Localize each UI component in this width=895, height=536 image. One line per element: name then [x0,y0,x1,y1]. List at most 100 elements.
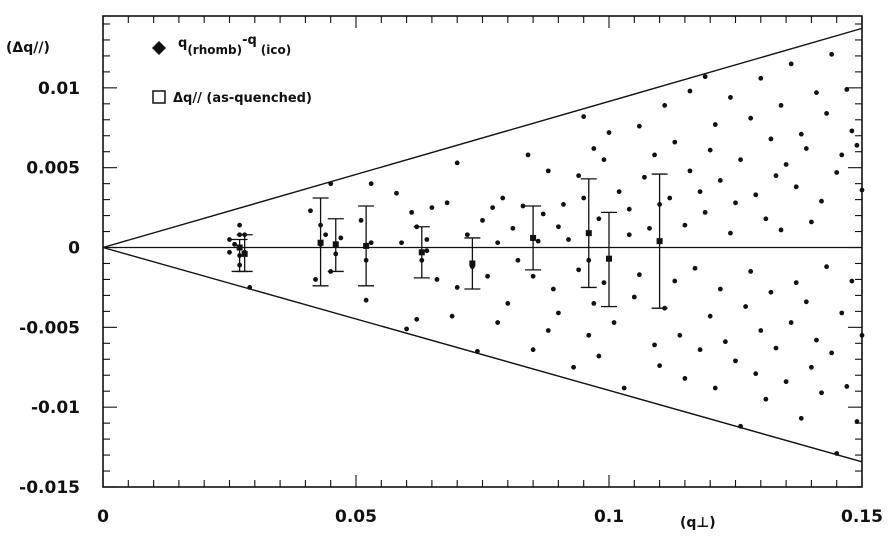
data-point [844,384,850,389]
data-point [490,205,496,210]
data-point [394,190,399,196]
data-point [323,232,329,238]
x-axis-label: (q⊥) [680,515,716,531]
data-point [819,390,824,396]
data-point [702,209,708,215]
data-point [748,115,754,121]
as-quenched-point [317,239,324,246]
data-point [495,240,501,246]
data-point [783,162,789,167]
data-point [227,249,232,255]
data-point [611,320,617,325]
data-point [768,289,774,295]
x-tick-label: 0 [97,507,109,527]
y-axis-label: (Δq//) [6,40,50,56]
data-point [540,211,546,217]
data-point [404,326,409,332]
data-point [601,280,607,286]
data-point [601,157,607,163]
data-point [748,269,754,274]
data-point [636,123,642,129]
data-point [227,237,232,242]
data-point [313,277,318,282]
data-point [682,222,688,228]
x-tick-label: 0.05 [335,507,377,527]
data-point [788,61,794,67]
data-point [606,130,612,135]
data-point [475,348,480,354]
data-point [793,184,799,190]
data-point [712,385,718,391]
legend-square-marker [152,90,166,104]
data-point [697,189,703,195]
data-point [829,350,835,356]
data-point [788,320,794,325]
data-point [778,103,784,108]
as-quenched-point [530,234,537,241]
data-point [571,364,576,370]
data-point [500,195,506,201]
data-point [809,364,814,370]
data-point [682,376,688,381]
y-tick-label: -0.01 [31,398,80,418]
data-point [237,222,243,228]
data-point [849,278,855,284]
data-point [409,209,415,215]
data-point [368,181,374,187]
data-point [728,230,733,236]
as-quenched-point [241,250,248,257]
data-point [652,152,657,158]
data-point [328,181,334,187]
data-point [308,208,313,214]
data-point [591,300,597,306]
data-point [454,160,460,166]
data-point [839,152,845,158]
as-quenched-point [469,260,476,267]
data-point [824,264,829,270]
data-point [363,297,369,303]
data-point [596,353,602,359]
as-quenched-point [418,249,425,256]
data-point [859,332,865,338]
data-point [763,216,769,222]
data-point [444,200,450,206]
data-point [839,310,845,316]
data-point [834,170,840,175]
data-point [849,128,855,134]
data-point [556,310,561,316]
plot-border [102,15,863,488]
data-point [773,345,779,351]
envelope-lines [102,27,863,463]
data-point [545,168,551,174]
x-tick-label: 0.1 [594,507,624,527]
legend-item-1-sub2: (ico) [261,43,291,57]
data-point [819,198,824,204]
data-point [798,415,804,421]
data-point [738,157,743,163]
data-point [581,114,587,119]
data-point [667,195,673,201]
data-point [662,103,668,108]
data-point [338,235,344,241]
data-point [626,206,632,212]
data-point [854,142,860,148]
data-point [550,286,556,292]
data-point [586,332,592,338]
data-point [773,173,779,179]
data-point [697,347,703,353]
as-quenched-point [236,244,243,251]
data-point [464,232,470,238]
y-tick-label: 0 [68,239,80,259]
data-point [510,225,516,231]
data-point [399,240,404,246]
legend-item-1-main: q [178,36,187,51]
data-point [783,379,789,385]
data-point [232,241,237,247]
data-point [616,189,622,195]
data-point [505,300,511,306]
data-point [717,178,723,183]
data-point [672,139,678,145]
data-point [647,225,652,231]
legend-item-1-sub1: (rhomb) [187,43,242,57]
